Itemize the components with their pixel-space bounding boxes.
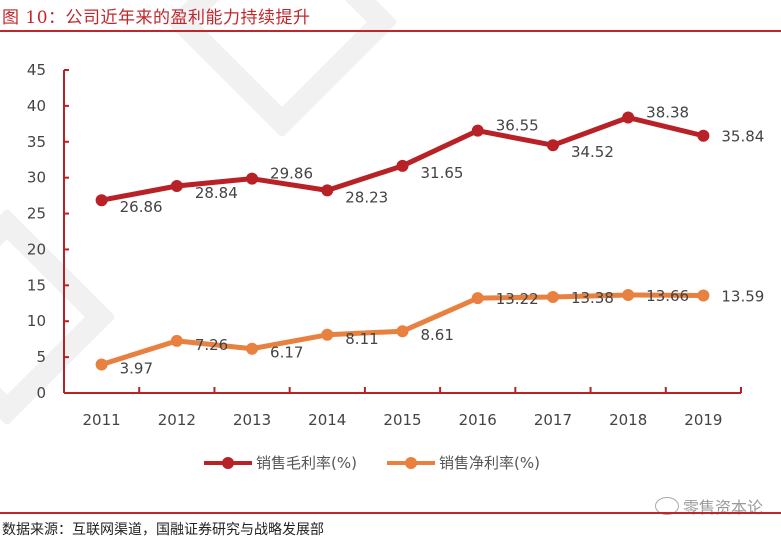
data-label: 28.84 — [195, 184, 238, 202]
x-tick-label: 2017 — [534, 411, 572, 429]
data-label: 13.38 — [571, 289, 614, 307]
watermark-text: 零售资本论 — [682, 498, 763, 517]
wechat-watermark: 零售资本论 — [650, 494, 767, 518]
data-point — [321, 184, 334, 197]
y-tick-label: 5 — [36, 348, 46, 366]
data-label: 36.55 — [496, 117, 539, 135]
y-tick-label: 15 — [27, 276, 46, 294]
data-point — [697, 289, 710, 302]
data-point — [546, 290, 559, 303]
data-point — [471, 124, 484, 137]
x-tick-label: 2016 — [459, 411, 497, 429]
data-point — [546, 139, 559, 152]
data-point — [246, 342, 259, 355]
axes: 0 5 10 15 20 25 30 35 40 45 2011 2012 2013 2014 2015 20… — [27, 61, 742, 429]
y-tick-label: 0 — [36, 384, 46, 402]
x-tick-label: 2018 — [609, 411, 647, 429]
legend-label-gross: 销售毛利率(%) — [256, 454, 357, 472]
legend-swatch-net — [386, 456, 435, 469]
data-point — [396, 325, 409, 338]
data-source-note: 数据来源：互联网渠道，国融证券研究与战略发展部 — [2, 522, 324, 538]
data-point — [697, 129, 710, 142]
data-label: 28.23 — [345, 188, 388, 206]
legend-item-net-margin: 销售净利率(%) — [386, 452, 540, 473]
data-label: 35.84 — [721, 128, 764, 146]
data-point — [622, 111, 635, 124]
x-tick-label: 2014 — [308, 411, 346, 429]
data-label: 8.61 — [421, 326, 454, 344]
data-label: 13.66 — [646, 287, 689, 305]
x-tick-label: 2012 — [158, 411, 196, 429]
legend: 销售毛利率(%) 销售净利率(%) — [204, 452, 540, 473]
legend-item-gross-margin: 销售毛利率(%) — [204, 452, 357, 473]
data-label: 29.86 — [270, 165, 313, 183]
figure-title: 图 10：公司近年来的盈利能力持续提升 — [2, 8, 311, 28]
x-tick-label: 2015 — [383, 411, 421, 429]
y-tick-label: 35 — [27, 133, 46, 151]
data-point — [622, 288, 635, 301]
data-label: 38.38 — [646, 104, 689, 122]
line-chart: 0 5 10 15 20 25 30 35 40 45 2011 2012 2013 2014 2015 20… — [27, 61, 765, 429]
x-tick-label: 2011 — [83, 411, 121, 429]
source-divider — [0, 512, 781, 514]
data-point — [246, 172, 259, 185]
data-label: 13.22 — [496, 290, 539, 308]
series-group — [95, 111, 710, 371]
data-label: 3.97 — [120, 360, 153, 378]
data-point — [321, 328, 334, 341]
data-label: 34.52 — [571, 143, 614, 161]
data-point — [95, 194, 108, 207]
legend-label-net: 销售净利率(%) — [438, 454, 540, 472]
data-label: 26.86 — [120, 198, 163, 216]
data-point — [95, 358, 108, 371]
data-label: 31.65 — [421, 164, 464, 182]
data-point — [396, 159, 409, 172]
data-point — [170, 334, 183, 347]
wechat-icon — [654, 497, 679, 515]
y-tick-label: 25 — [27, 205, 46, 223]
y-tick-label: 45 — [27, 61, 46, 79]
y-tick-label: 20 — [27, 240, 46, 258]
data-point — [170, 179, 183, 192]
data-label: 13.59 — [721, 287, 764, 305]
data-labels: 26.86 28.84 29.86 28.23 31.65 36.55 34.52 38.38… — [120, 104, 765, 378]
x-tick-label: 2019 — [684, 411, 722, 429]
legend-swatch-gross — [204, 456, 252, 469]
y-tick-label: 10 — [27, 312, 46, 330]
data-point — [471, 292, 484, 305]
x-tick-label: 2013 — [233, 411, 271, 429]
y-tick-label: 30 — [27, 169, 46, 187]
y-tick-label: 40 — [27, 97, 46, 115]
data-label: 6.17 — [270, 344, 303, 362]
data-label: 8.11 — [345, 330, 378, 348]
title-divider — [0, 30, 781, 32]
data-label: 7.26 — [195, 336, 228, 354]
